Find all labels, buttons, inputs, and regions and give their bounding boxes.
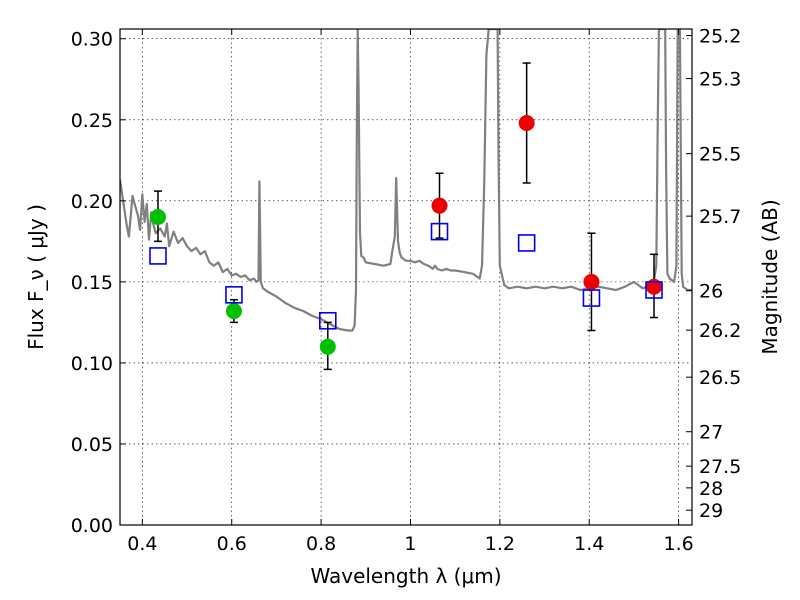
x-tick-label: 0.8 [306,533,336,555]
data-point [225,303,242,320]
x-tick-label: 1 [404,533,416,555]
y-tick-label: 0.20 [71,191,113,213]
x-tick-label: 1.6 [663,533,693,555]
y2-tick-label: 25.5 [699,144,741,166]
y-tick-label: 0.10 [71,353,113,375]
data-point [319,338,336,355]
model-point [225,286,243,304]
data-point [583,273,600,290]
y2-tick-label: 26 [699,281,723,303]
data-point [149,209,166,226]
y2-tick-label: 27.5 [699,456,741,478]
x-tick-label: 1.2 [485,533,515,555]
y-axis-label: Flux F_ν ( μJy ) [24,204,48,350]
y-tick-label: 0.05 [71,434,113,456]
model-spectrum-line [120,29,692,332]
model-point [318,311,337,330]
y2-tick-label: 25.3 [699,69,741,91]
y-tick-label: 0.00 [71,515,113,537]
x-tick-label: 1.4 [574,533,604,555]
plot-area [120,29,692,371]
x-tick-label: 0.4 [127,533,157,555]
y-tick-label: 0.25 [71,110,113,132]
y2-tick-label: 25.2 [699,25,741,47]
y2-axis-label: Magnitude (AB) [758,199,782,354]
data-point [518,115,535,132]
model-point [517,234,536,252]
x-tick-label: 0.6 [217,533,247,555]
y2-tick-label: 27 [699,422,723,444]
data-point [431,197,448,214]
y2-tick-label: 28 [699,478,723,500]
data-point [646,278,663,295]
grid-lines [120,29,692,526]
x-axis-label: Wavelength λ (μm) [310,564,501,588]
y-tick-label: 0.30 [71,29,113,51]
y2-tick-label: 26.2 [699,320,741,342]
model-point [645,281,663,299]
model-point [582,289,601,307]
model-point [430,222,449,241]
y2-tick-label: 25.7 [699,206,741,228]
y-tick-label: 0.15 [71,272,113,294]
axis-ticks: 0.4 0.6 0.8 1 1.2 1.4 1.6 0.00 0.05 0.10 0.15 0.20 0… [71,25,742,555]
plot-frame [119,28,693,526]
y2-tick-label: 26.5 [699,367,741,389]
model-point [149,247,167,265]
y2-tick-label: 29 [699,500,723,522]
